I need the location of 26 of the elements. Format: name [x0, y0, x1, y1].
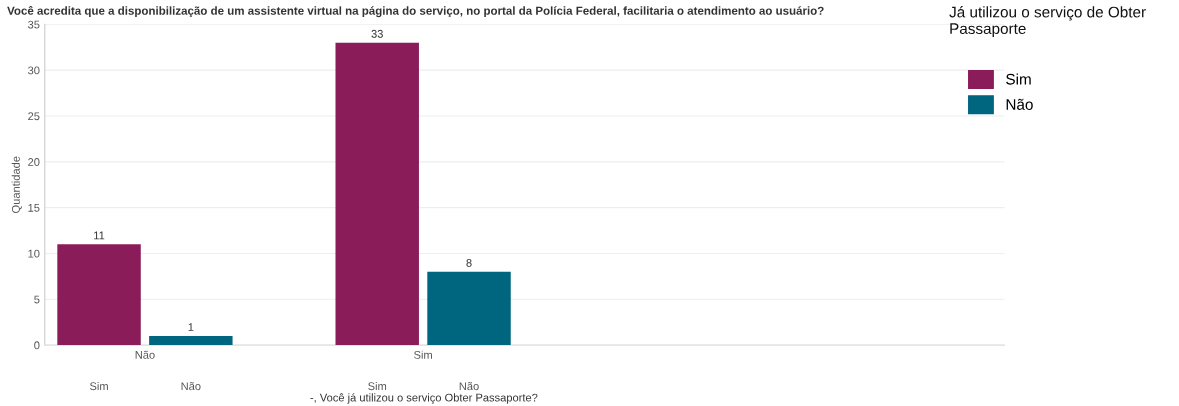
text: Não [181, 382, 201, 391]
bar [149, 335, 233, 346]
data-label: 11 [94, 231, 105, 240]
y-tick-label: 5 [34, 295, 40, 304]
data-label: 8 [466, 258, 472, 267]
bar [57, 244, 141, 346]
text: Não [459, 382, 479, 391]
y-tick-label: 30 [28, 66, 40, 75]
bar [335, 42, 419, 346]
legend-label: Sim [1006, 73, 1031, 85]
y-axis-title: Quantidade [11, 156, 22, 213]
data-label: 1 [188, 323, 194, 331]
text: Sim [89, 381, 108, 391]
y-tick-label: 20 [28, 158, 40, 166]
chart-title: Você acredita que a disponibilização de um assistente virtual na página do serviço, no portal da Polícia Federal, facilitaria o atendimento ao usuário? [7, 6, 824, 18]
x-axis-title: -, Você já utilizou o serviço Obter Passaporte? [310, 393, 538, 404]
y-tick-label: 0 [34, 341, 40, 350]
y-tick-label: 10 [28, 249, 40, 258]
bar [427, 271, 511, 346]
legend-label: Não [1006, 98, 1033, 110]
y-tick-label: 35 [28, 20, 40, 29]
data-label: 33 [371, 29, 383, 38]
legend-title: Já utilizou o serviço de Obter Passaporte [949, 6, 1146, 38]
y-tick-label: 25 [28, 112, 40, 121]
text: Sim [368, 381, 387, 391]
y-tick-label: 15 [28, 204, 40, 212]
